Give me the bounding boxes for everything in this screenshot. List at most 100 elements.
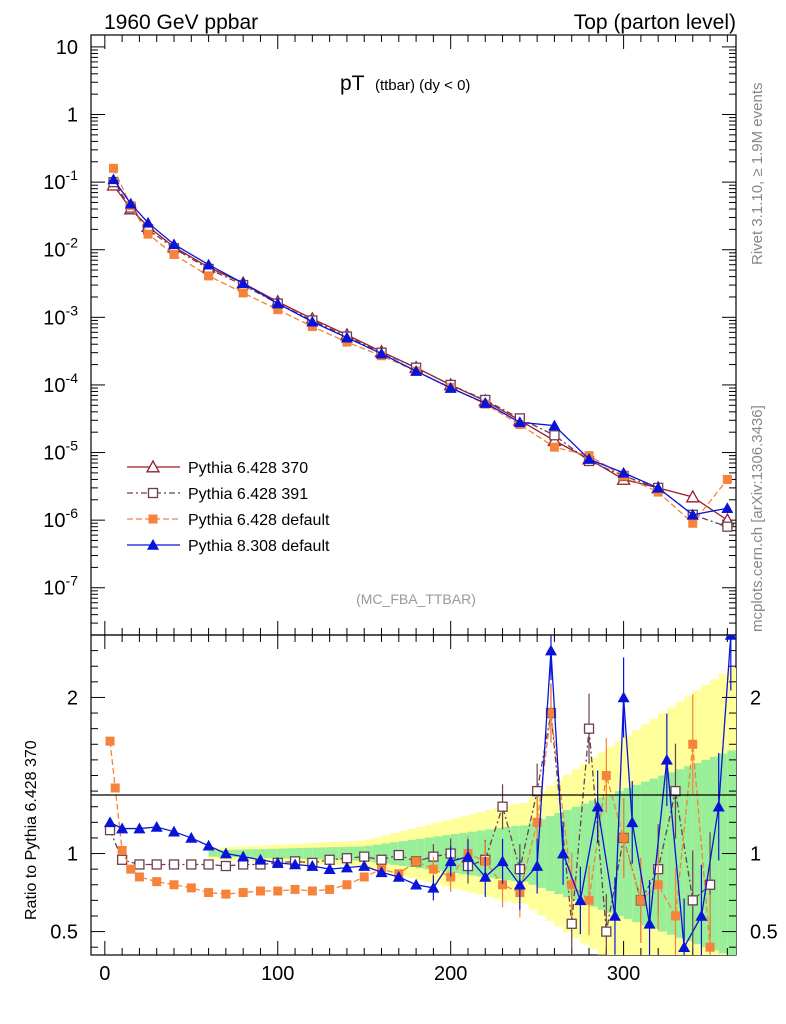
main-series-line xyxy=(112,181,728,528)
main-data-point xyxy=(548,419,561,431)
main-data-point xyxy=(722,521,733,532)
main-data-point xyxy=(685,489,700,503)
ratio-data-point xyxy=(204,888,214,898)
main-data-point xyxy=(410,365,423,376)
ratio-data-point xyxy=(359,851,370,862)
band-1sigma xyxy=(640,781,650,926)
ratio-data-point xyxy=(411,856,421,866)
ratio-y-tick-label: 2 xyxy=(67,687,78,709)
ratio-data-point xyxy=(428,864,438,874)
ratio-data-point xyxy=(712,800,725,812)
band-1sigma xyxy=(243,849,252,858)
main-data-point xyxy=(169,249,179,259)
ratio-data-point xyxy=(238,888,248,898)
band-1sigma xyxy=(269,848,278,859)
main-data-point xyxy=(652,481,665,493)
band-1sigma xyxy=(666,772,676,935)
ratio-data-point xyxy=(116,854,128,865)
main-data-point xyxy=(513,416,526,428)
ratio-data-point xyxy=(496,855,509,867)
ratio-data-point xyxy=(169,880,179,890)
legend-label: Pythia 6.428 391 xyxy=(188,486,308,503)
main-data-point xyxy=(202,258,215,270)
ratio-data-point xyxy=(566,918,577,929)
x-tick-label: 200 xyxy=(434,963,467,985)
y-tick-label: 10-4 xyxy=(43,370,78,397)
main-data-point xyxy=(721,502,734,514)
ratio-data-point xyxy=(104,816,117,828)
ratio-data-point xyxy=(341,853,353,864)
main-data-point xyxy=(204,271,214,281)
legend-label: Pythia 8.308 default xyxy=(188,538,330,555)
band-1sigma xyxy=(416,838,425,869)
ratio-data-point xyxy=(544,644,557,656)
main-data-point xyxy=(238,288,248,298)
rivet-label: Rivet 3.1.10, ≥ 1.9M events xyxy=(749,83,766,266)
ratio-data-point xyxy=(531,785,543,797)
ratio-data-point xyxy=(546,708,556,718)
header-energy: 1960 GeV ppbar xyxy=(104,11,258,34)
main-data-marks xyxy=(106,163,735,532)
ratio-data-point xyxy=(219,847,232,859)
ratio-data-point xyxy=(150,821,163,832)
ratio-y-tick-label: 0.5 xyxy=(50,922,78,944)
main-data-point xyxy=(142,216,155,228)
ratio-data-point xyxy=(497,801,508,812)
main-data-point xyxy=(143,229,153,239)
band-1sigma xyxy=(545,816,555,891)
legend: Pythia 6.428 370 Pythia 6.428 391 Pythia 6… xyxy=(127,459,330,555)
band-1sigma xyxy=(606,794,615,913)
band-1sigma xyxy=(234,849,244,858)
ratio-data-point xyxy=(410,878,423,890)
legend-marker xyxy=(145,459,161,473)
band-1sigma xyxy=(277,848,287,859)
ratio-data-point xyxy=(306,860,319,871)
ratio-data-point xyxy=(323,863,336,874)
ratio-data-point xyxy=(324,854,335,865)
plot-title-sub: (ttbar) (dy < 0) xyxy=(375,77,470,94)
main-data-point xyxy=(375,347,388,359)
band-1sigma xyxy=(407,839,417,868)
analysis-tag: (MC_FBA_TTBAR) xyxy=(356,591,476,607)
ratio-data-point xyxy=(220,860,232,872)
ratio-data-point xyxy=(375,866,388,878)
ratio-data-point xyxy=(134,859,145,870)
y-tick-label: 10 xyxy=(56,37,78,59)
ratio-data-point xyxy=(376,854,387,865)
band-1sigma xyxy=(519,825,529,882)
main-data-point xyxy=(108,163,118,173)
main-series-line xyxy=(112,178,728,516)
legend-marker xyxy=(147,487,159,499)
y-tick-label: 10-7 xyxy=(43,573,78,600)
band-1sigma xyxy=(286,848,296,859)
ratio-data-point xyxy=(133,822,146,834)
main-data-point xyxy=(306,315,319,327)
ratio-data-point xyxy=(237,850,250,862)
band-1sigma xyxy=(580,803,590,904)
ratio-data-point xyxy=(670,785,681,797)
ratio-data-point xyxy=(608,909,621,921)
ratio-data-point xyxy=(626,816,639,828)
ratio-data-point xyxy=(392,870,405,882)
plot-title-main: pT xyxy=(340,72,365,95)
ratio-data-point xyxy=(704,879,716,890)
ratio-data-point xyxy=(617,691,630,703)
ratio-data-point xyxy=(567,880,577,890)
ratio-data-point xyxy=(359,872,369,882)
ratio-data-point xyxy=(670,911,680,921)
ratio-data-point xyxy=(601,926,612,937)
ratio-data-point xyxy=(583,723,595,734)
ratio-data-point xyxy=(168,859,180,870)
main-data-point xyxy=(688,518,698,528)
band-1sigma xyxy=(217,850,226,857)
ratio-data-point xyxy=(688,739,698,749)
band-1sigma xyxy=(537,819,546,888)
band-1sigma xyxy=(727,750,736,955)
ratio-data-point xyxy=(271,856,284,868)
main-data-point xyxy=(271,297,284,309)
ratio-data-point xyxy=(221,889,231,899)
ratio-data-point xyxy=(186,859,197,870)
ratio-axis-ticks: 0 100 200 300 0.5 0.5 1 1 2 2 xyxy=(50,634,778,985)
ratio-y-tick-label-right: 2 xyxy=(750,687,761,709)
ratio-data-point xyxy=(705,942,715,952)
